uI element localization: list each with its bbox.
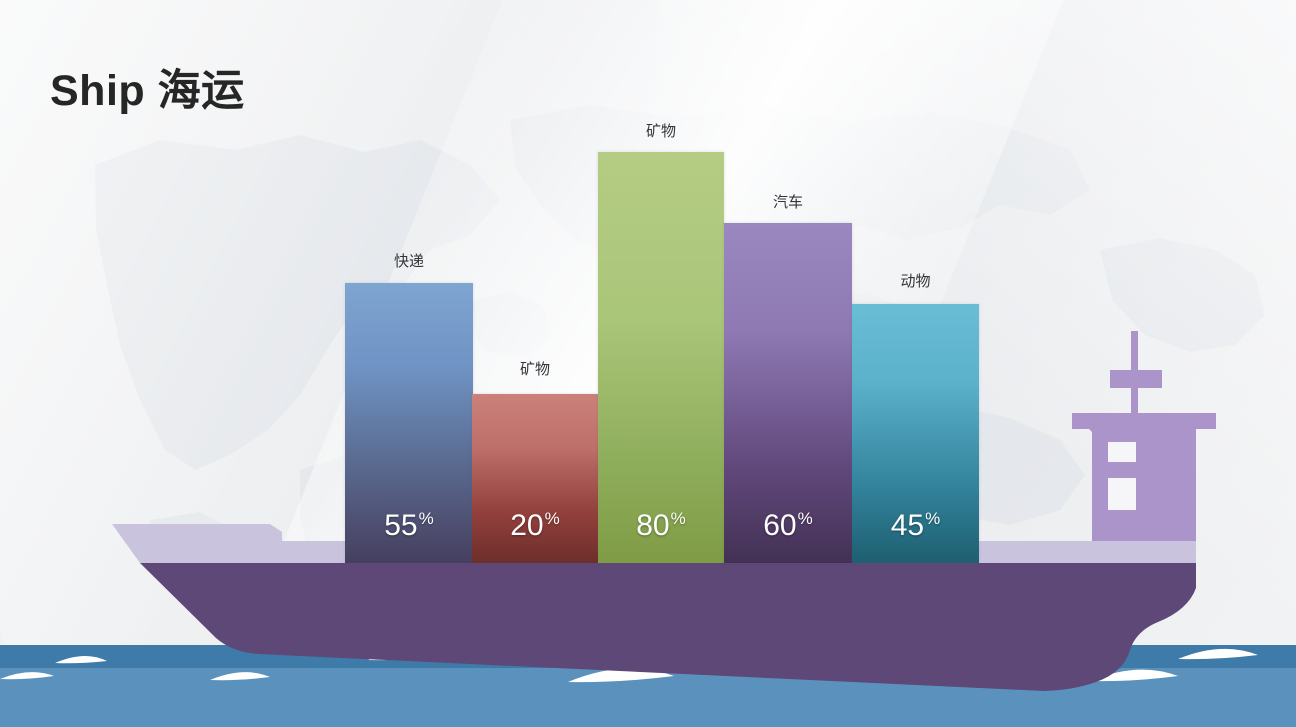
bar-value-number-3: 80 — [636, 509, 670, 542]
bar-value-suffix-3: % — [670, 509, 686, 528]
bar-rect-5[interactable] — [852, 304, 979, 563]
bar-rect-4[interactable] — [724, 223, 852, 563]
bar-group-5[interactable]: 动物 45% — [852, 200, 979, 563]
bar-value-number-5: 45 — [890, 509, 925, 542]
bar-value-2: 20% — [472, 509, 598, 543]
bar-value-suffix-4: % — [797, 509, 813, 528]
bar-group-2[interactable]: 矿物 20% — [472, 290, 598, 563]
bar-label-4: 汽车 — [772, 194, 803, 211]
bar-label-3: 矿物 — [645, 123, 676, 140]
bar-group-1[interactable]: 快递 55% — [345, 180, 473, 563]
bar-value-1: 55% — [345, 509, 473, 543]
bar-value-number-4: 60 — [763, 509, 797, 542]
bar-value-4: 60% — [724, 509, 852, 543]
bar-group-4[interactable]: 汽车 60% — [724, 120, 852, 563]
bar-rect-3[interactable] — [598, 152, 724, 563]
bar-value-number-1: 55 — [384, 509, 418, 542]
bar-group-3[interactable]: 矿物 80% — [598, 50, 724, 563]
bar-value-suffix-2: % — [544, 509, 560, 528]
bar-value-suffix-5: % — [925, 509, 941, 528]
page-title: Ship 海运 — [50, 67, 245, 115]
bar-label-1: 快递 — [393, 253, 424, 270]
bar-rect-2[interactable] — [472, 394, 598, 563]
bar-label-5: 动物 — [900, 273, 931, 290]
bar-rect-1[interactable] — [345, 283, 473, 563]
bar-value-number-2: 20 — [510, 509, 544, 542]
bar-value-3: 80% — [598, 509, 724, 543]
bar-value-suffix-1: % — [418, 509, 434, 528]
bar-label-2: 矿物 — [519, 361, 550, 378]
bar-value-5: 45% — [852, 509, 979, 543]
